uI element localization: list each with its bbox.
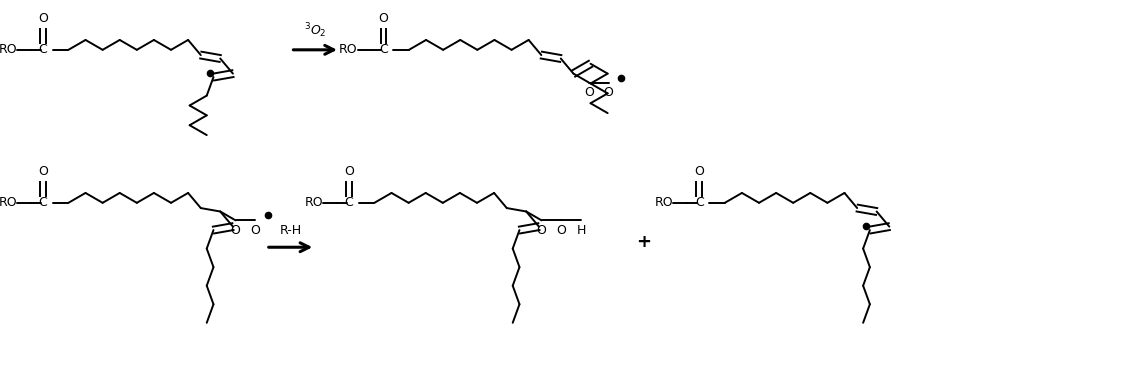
Text: H: H xyxy=(576,224,586,237)
Text: C: C xyxy=(694,196,704,209)
Text: R-H: R-H xyxy=(280,225,301,237)
Text: C: C xyxy=(39,196,47,209)
Text: O: O xyxy=(557,224,566,237)
Text: C: C xyxy=(39,43,47,56)
Text: O: O xyxy=(230,224,241,237)
Text: RO: RO xyxy=(305,196,323,209)
Text: C: C xyxy=(345,196,353,209)
Text: $^3O_2$: $^3O_2$ xyxy=(304,21,327,40)
Text: O: O xyxy=(378,12,388,25)
Text: O: O xyxy=(38,165,48,178)
Text: +: + xyxy=(636,233,651,251)
Text: RO: RO xyxy=(654,196,674,209)
Text: O: O xyxy=(604,87,613,99)
Text: O: O xyxy=(38,12,48,25)
Text: O: O xyxy=(251,224,260,237)
Text: RO: RO xyxy=(0,43,17,56)
Text: O: O xyxy=(536,224,547,237)
Text: RO: RO xyxy=(0,196,17,209)
Text: C: C xyxy=(379,43,387,56)
Text: O: O xyxy=(344,165,354,178)
Text: RO: RO xyxy=(339,43,358,56)
Text: O: O xyxy=(694,165,704,178)
Text: O: O xyxy=(584,87,594,99)
